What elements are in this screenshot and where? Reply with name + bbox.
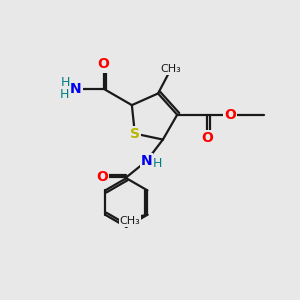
- Text: S: S: [130, 127, 140, 141]
- Text: H: H: [60, 88, 69, 100]
- Text: O: O: [98, 57, 109, 71]
- Text: H: H: [60, 76, 70, 89]
- Text: CH₃: CH₃: [160, 64, 181, 74]
- Text: O: O: [224, 108, 236, 122]
- Text: N: N: [141, 154, 152, 168]
- Text: O: O: [96, 170, 108, 184]
- Text: H: H: [152, 157, 162, 169]
- Text: CH₃: CH₃: [120, 216, 141, 226]
- Text: O: O: [201, 131, 213, 145]
- Text: N: N: [70, 82, 82, 96]
